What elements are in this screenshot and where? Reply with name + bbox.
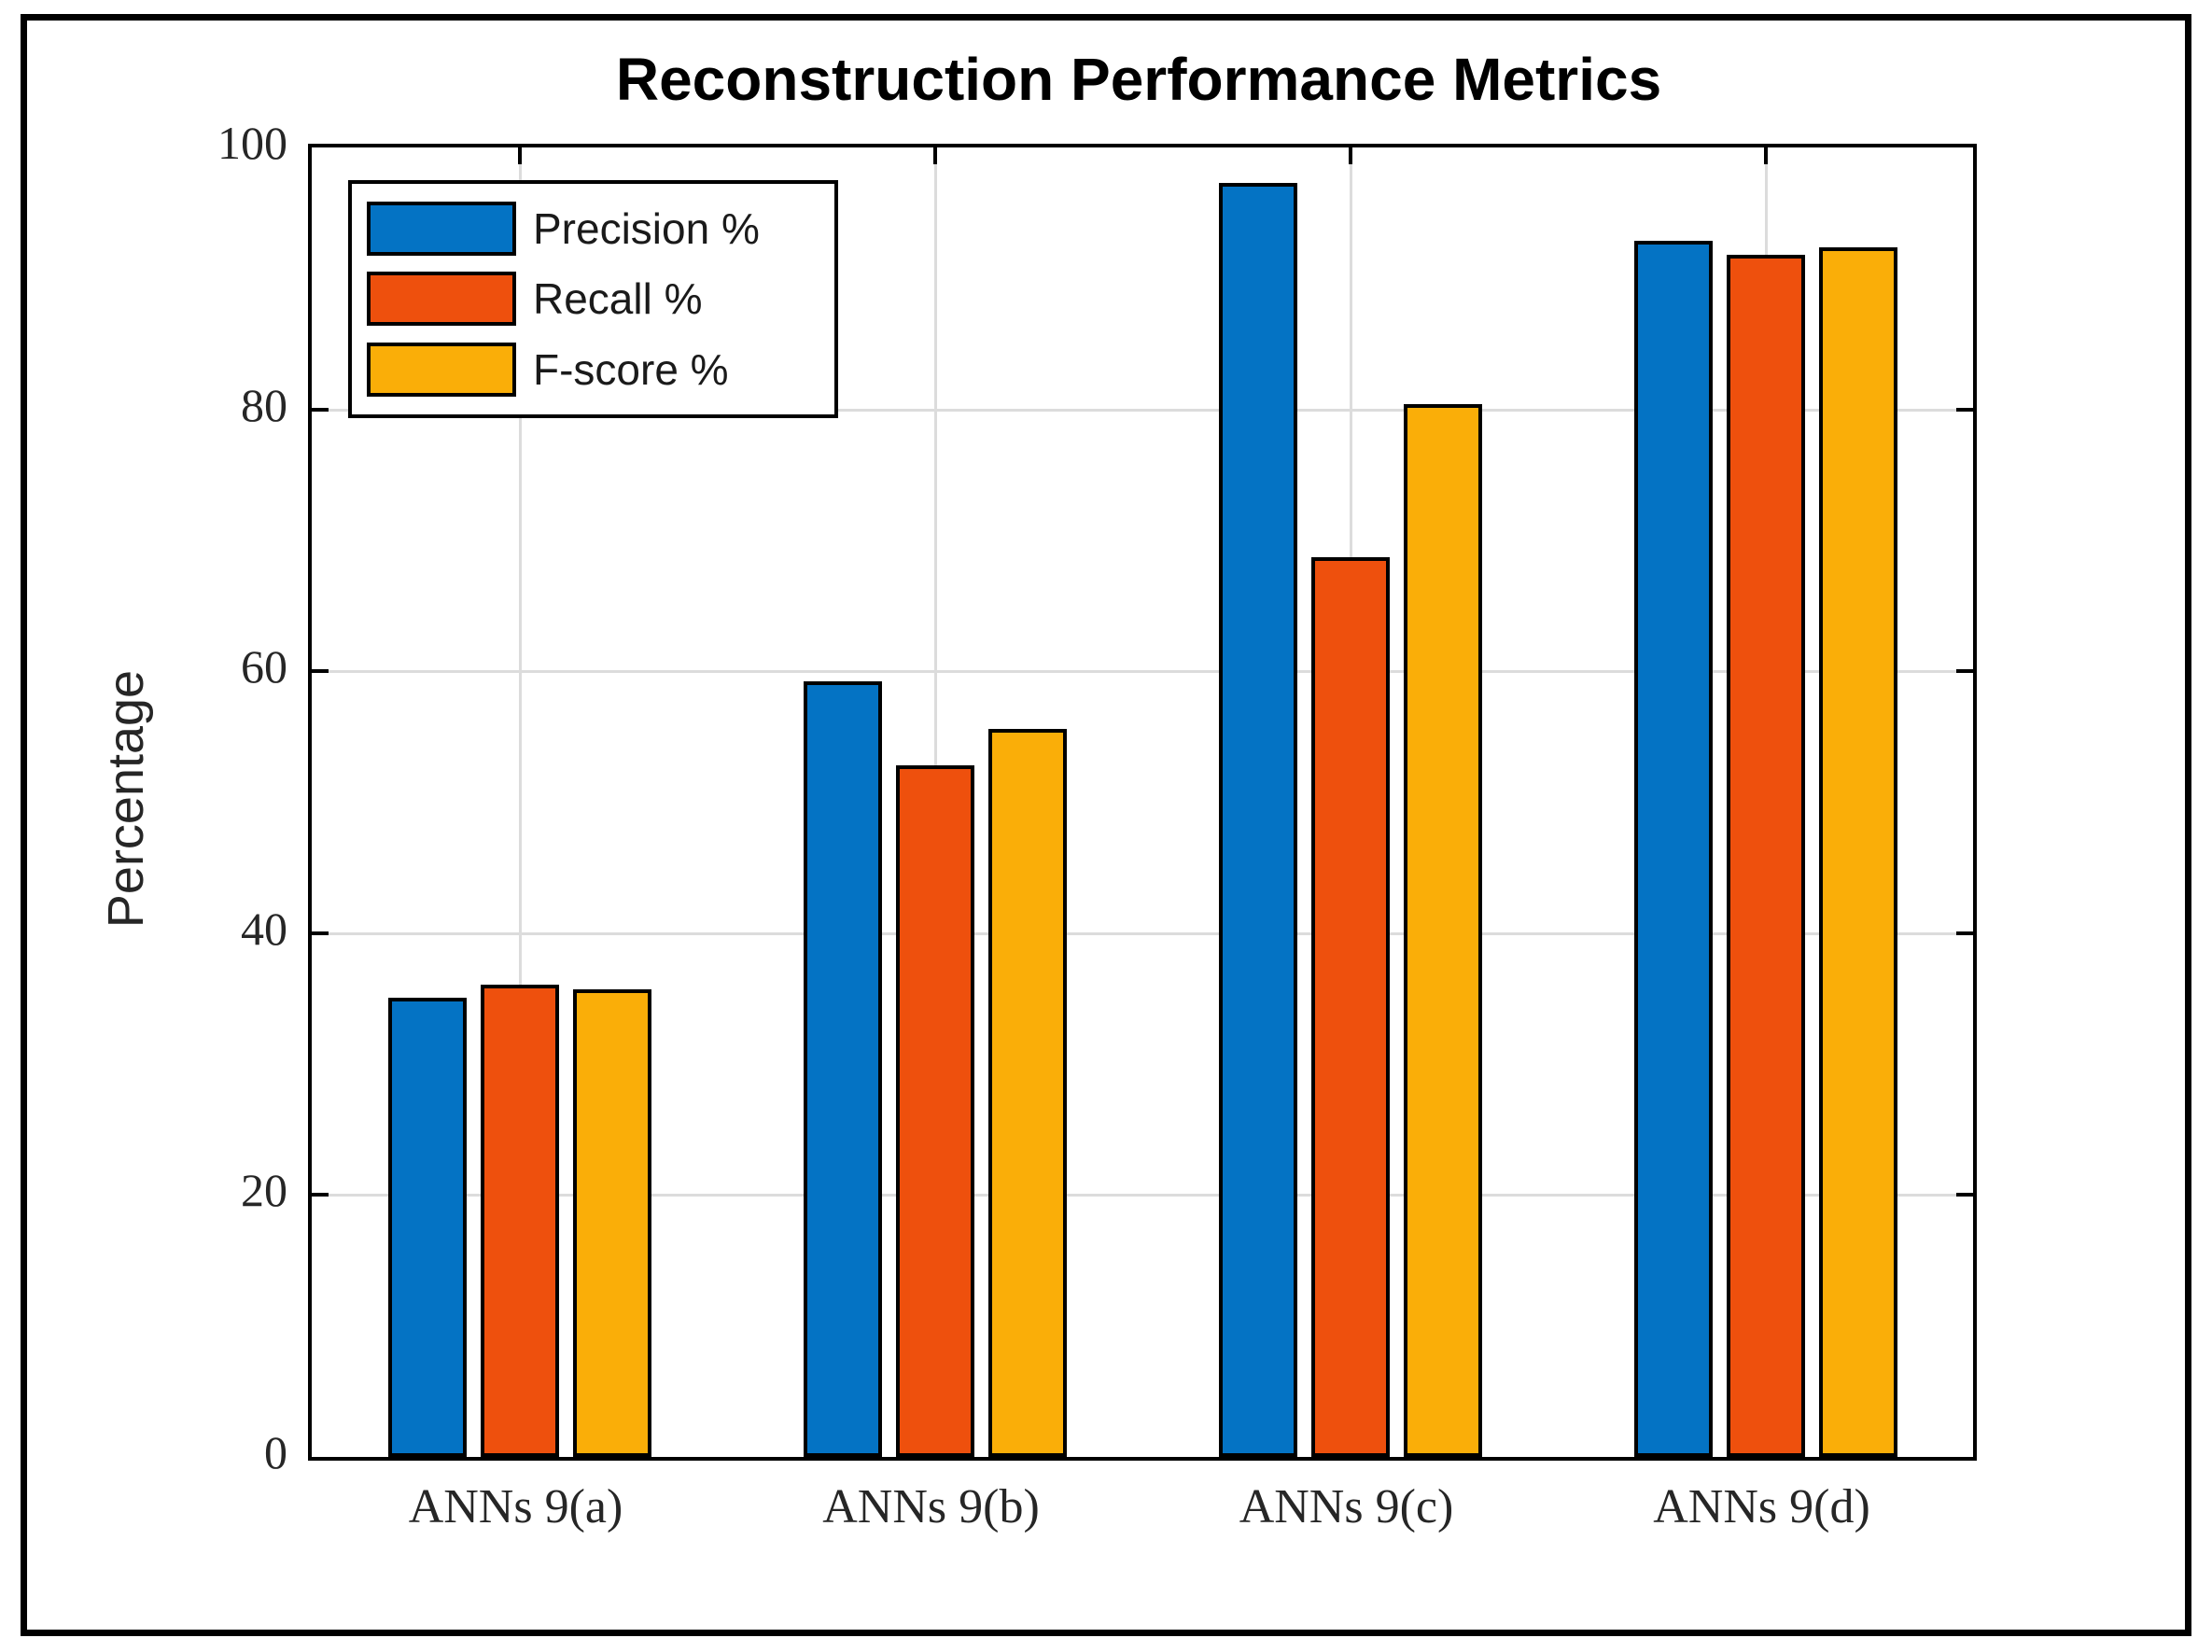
- bar: [1818, 246, 1897, 1457]
- chart-title: Reconstruction Performance Metrics: [615, 46, 1662, 113]
- y-axis-label: Percentage: [98, 669, 154, 929]
- legend-swatch: [367, 343, 516, 398]
- legend-item: F-score %: [367, 343, 834, 398]
- y-tick-label: 0: [264, 1426, 287, 1478]
- x-tick-label: ANNs 9(d): [1653, 1480, 1870, 1533]
- y-axis-tick: [312, 931, 329, 935]
- legend-item: Precision %: [367, 201, 834, 256]
- horizontal-gridline: [312, 931, 1973, 935]
- bar: [387, 997, 467, 1457]
- legend-label: Recall %: [533, 274, 703, 324]
- bar: [1218, 182, 1297, 1457]
- y-axis-tick: [312, 407, 329, 412]
- y-tick-label: 100: [217, 117, 287, 169]
- horizontal-gridline: [312, 1194, 1973, 1197]
- legend-item: Recall %: [367, 272, 834, 327]
- horizontal-gridline: [312, 408, 1973, 412]
- bar: [803, 681, 882, 1457]
- legend: Precision % Recall % F-score %: [348, 180, 838, 418]
- bar: [1633, 240, 1713, 1457]
- bar: [572, 989, 651, 1457]
- y-axis-tick: [312, 669, 329, 674]
- x-axis-tick: [1348, 147, 1352, 164]
- x-tick-label: ANNs 9(b): [822, 1480, 1040, 1533]
- bar: [1726, 255, 1805, 1457]
- y-axis-tick: [1956, 1193, 1973, 1197]
- legend-swatch: [367, 272, 516, 327]
- y-tick-label: 60: [241, 640, 287, 693]
- x-axis-tick: [517, 147, 522, 164]
- y-axis-tick: [1956, 407, 1973, 412]
- legend-swatch: [367, 201, 516, 256]
- y-axis-tick: [1956, 669, 1973, 674]
- bar: [480, 984, 559, 1457]
- bar: [1310, 557, 1390, 1457]
- x-tick-label: ANNs 9(a): [408, 1480, 623, 1533]
- vertical-gridline: [518, 147, 522, 1457]
- bar: [987, 728, 1067, 1457]
- horizontal-gridline: [312, 670, 1973, 674]
- legend-label: Precision %: [533, 203, 760, 253]
- bar: [895, 765, 974, 1457]
- x-tick-label: ANNs 9(c): [1239, 1480, 1454, 1533]
- y-axis-tick: [312, 1193, 329, 1197]
- y-axis-tick: [1956, 931, 1973, 935]
- y-tick-label: 80: [241, 378, 287, 431]
- y-tick-label: 20: [241, 1164, 287, 1217]
- y-tick-label: 40: [241, 902, 287, 955]
- x-axis-tick: [932, 147, 937, 164]
- legend-label: F-score %: [533, 345, 729, 395]
- bar: [1403, 403, 1482, 1457]
- x-axis-tick: [1763, 147, 1768, 164]
